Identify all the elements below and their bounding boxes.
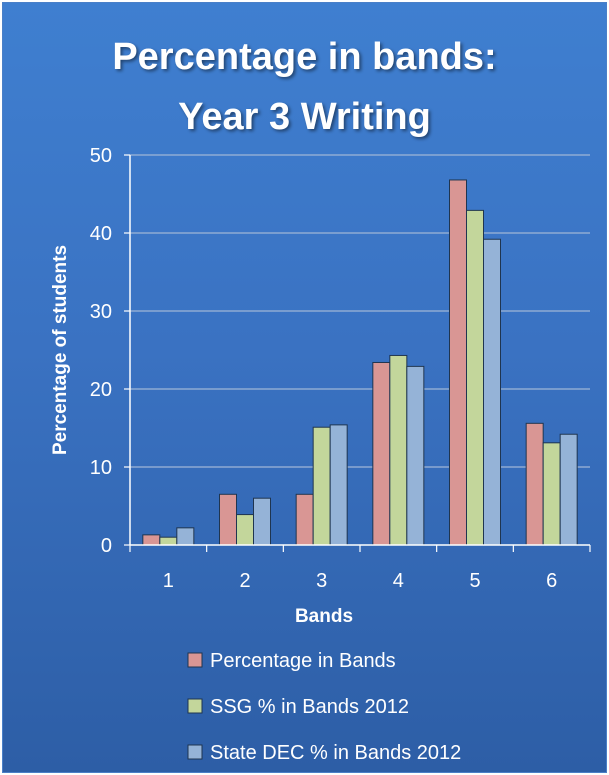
bar-series-3-band-5 xyxy=(483,238,501,546)
y-tick-labels: 0 10 20 30 40 50 xyxy=(90,145,130,557)
y-tick-label: 0 xyxy=(101,535,112,557)
bar-series-2-band-5 xyxy=(466,209,484,546)
y-tick-label: 50 xyxy=(90,145,112,167)
bar-series-3-band-6 xyxy=(559,433,578,546)
x-tick-label: 4 xyxy=(393,570,404,592)
bar-series-3-band-1 xyxy=(176,527,195,546)
chart-title-line-2: Year 3 Writing xyxy=(178,96,431,138)
x-tick-label: 3 xyxy=(316,570,327,592)
bar-series-1-band-4 xyxy=(372,361,391,546)
x-tick-label: 1 xyxy=(163,570,174,592)
bars xyxy=(142,179,578,546)
x-tick-labels: 1 2 3 4 5 6 xyxy=(129,545,591,592)
x-tick-label: 5 xyxy=(469,570,480,592)
legend-label-2: SSG % in Bands 2012 xyxy=(210,696,409,718)
legend-label-3: State DEC % in Bands 2012 xyxy=(210,742,461,764)
bar-series-3-band-2 xyxy=(253,497,271,546)
bar-series-2-band-1 xyxy=(159,536,178,546)
bar-series-1-band-5 xyxy=(449,179,467,546)
grid-lines xyxy=(130,154,590,468)
bar-series-3-band-4 xyxy=(406,365,425,546)
bar-series-2-band-4 xyxy=(389,354,408,546)
bar-series-2-band-6 xyxy=(542,442,561,546)
bar-series-1-band-6 xyxy=(525,422,544,546)
legend-swatch-2 xyxy=(187,698,203,714)
y-tick-label: 40 xyxy=(90,223,112,245)
y-tick-label: 10 xyxy=(90,457,112,479)
legend: Percentage in Bands SSG % in Bands 2012 St… xyxy=(187,650,461,764)
y-tick-label: 30 xyxy=(90,301,112,323)
bar-series-3-band-3 xyxy=(329,424,348,546)
bar-series-2-band-2 xyxy=(236,514,254,546)
axes xyxy=(129,155,590,546)
y-tick-label: 20 xyxy=(90,379,112,401)
legend-swatch-1 xyxy=(187,652,203,668)
chart-title-line-1: Percentage in bands: xyxy=(112,36,497,78)
bar-series-2-band-3 xyxy=(312,426,331,546)
y-axis-label: Percentage of students xyxy=(50,245,71,455)
bar-series-1-band-3 xyxy=(295,493,314,546)
x-axis-label: Bands xyxy=(295,606,353,627)
x-tick-label: 2 xyxy=(239,570,250,592)
legend-label-1: Percentage in Bands xyxy=(210,650,396,672)
legend-swatch-3 xyxy=(187,744,203,760)
bar-series-1-band-1 xyxy=(142,534,161,546)
x-tick-label: 6 xyxy=(546,570,557,592)
bar-series-1-band-2 xyxy=(219,493,237,546)
